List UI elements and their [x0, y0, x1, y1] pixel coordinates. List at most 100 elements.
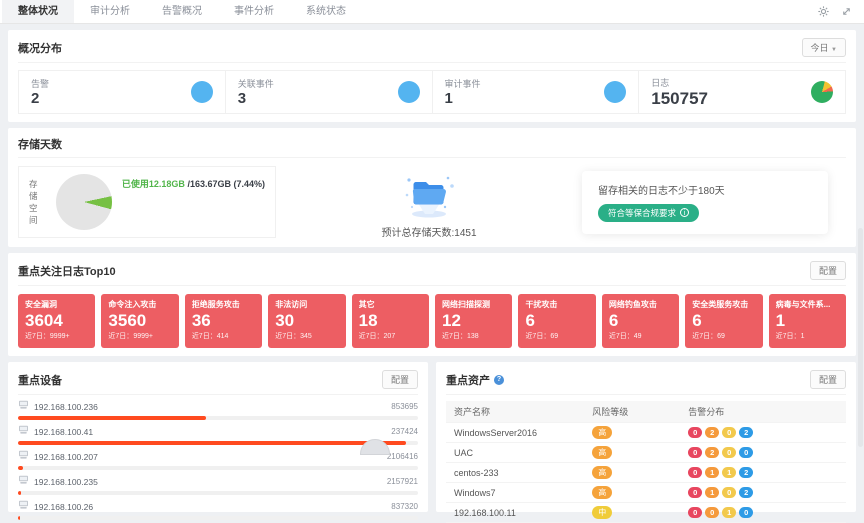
device-bar-track — [18, 441, 418, 445]
tab-overall-status[interactable]: 整体状况 — [2, 0, 74, 23]
asset-name: centos-233 — [454, 467, 499, 478]
device-row[interactable]: 192.168.100.26 837320 — [18, 495, 418, 520]
device-ip: 192.168.100.41 — [34, 426, 94, 437]
device-row[interactable]: 192.168.100.41 237424 — [18, 420, 418, 445]
stat-audit-events[interactable]: 审计事件 1 — [433, 71, 640, 113]
devices-config-button[interactable]: 配置 — [381, 370, 418, 389]
audit-circle-icon — [604, 81, 627, 103]
dist-high: 1 — [705, 467, 720, 478]
compliance-badge-button[interactable]: 符合等保合规要求 i — [598, 203, 700, 222]
log-card[interactable]: 非法访问 30 近7日：345 — [268, 294, 346, 348]
device-row[interactable]: 192.168.100.236 853695 — [18, 395, 418, 420]
period-dropdown[interactable]: 今日 ▼ — [801, 38, 846, 57]
log-card-name: 非法访问 — [275, 300, 308, 309]
top-logs-section: 重点关注日志Top10 配置 安全漏洞 3604 近7日：9999+ 命令注入攻… — [8, 253, 856, 356]
recent-value: 69 — [717, 333, 725, 341]
top-logs-config-button[interactable]: 配置 — [809, 261, 846, 280]
top-logs-title: 重点关注日志Top10 — [18, 265, 116, 278]
log-card[interactable]: 干扰攻击 6 近7日：69 — [518, 294, 596, 348]
log-card-name: 其它 — [358, 300, 375, 309]
computer-icon — [18, 475, 29, 488]
storage-usage-text: 已使用12.18GB /163.67GB (7.44%) — [122, 177, 265, 190]
log-card-name: 命令注入攻击 — [108, 300, 157, 309]
risk-badge: 高 — [592, 426, 613, 439]
stat-logs[interactable]: 日志 150757 — [639, 71, 845, 113]
asset-name: Windows7 — [454, 487, 496, 498]
log-card[interactable]: 其它 18 近7日：207 — [351, 294, 430, 348]
asset-name: 192.168.100.11 — [454, 507, 516, 518]
fullscreen-icon[interactable] — [841, 6, 852, 17]
log-card[interactable]: 命令注入攻击 3560 近7日：9999+ — [101, 294, 179, 348]
log-card-name: 安全类服务攻击 — [692, 300, 749, 309]
risk-badge: 高 — [592, 486, 613, 499]
dist-high: 0 — [705, 507, 720, 518]
dist-medium: 1 — [722, 507, 737, 518]
table-row[interactable]: UAC 高 0 2 0 0 — [446, 443, 846, 463]
device-count: 837320 — [391, 502, 418, 511]
page-scrollbar[interactable] — [858, 228, 863, 447]
tab-alert-overview[interactable]: 告警概况 — [162, 6, 202, 17]
storage-days-block: 预计总存储天数:1451 — [290, 165, 568, 239]
log-card[interactable]: 拒绝服务攻击 36 近7日：414 — [184, 294, 263, 348]
recent-value: 1 — [800, 333, 805, 341]
table-row[interactable]: 192.168.100.11 中 0 0 1 0 — [446, 503, 846, 523]
tab-event-analysis[interactable]: 事件分析 — [234, 6, 274, 17]
risk-badge: 高 — [592, 446, 613, 459]
table-row[interactable]: Windows7 高 0 1 0 2 — [446, 483, 846, 503]
log-card-value: 3560 — [108, 311, 147, 330]
assets-table: 资产名称 风险等级 告警分布 WindowsServer2016 高 0 2 0… — [446, 401, 846, 523]
col-risk-level: 风险等级 — [592, 407, 629, 417]
device-ip: 192.168.100.26 — [34, 501, 94, 512]
device-count: 2106416 — [386, 452, 418, 461]
recent-label: 近7日： — [692, 333, 718, 341]
dist-medium: 0 — [722, 427, 737, 438]
log-card-name: 拒绝服务攻击 — [191, 300, 240, 309]
col-alert-distribution: 告警分布 — [688, 407, 725, 417]
device-ip: 192.168.100.235 — [34, 476, 98, 487]
help-icon[interactable]: ? — [494, 374, 504, 385]
log-card-name: 安全漏洞 — [25, 300, 57, 309]
device-row[interactable]: 192.168.100.207 2106416 — [18, 445, 418, 470]
storage-section: 存储天数 存储空间 已使用12.18GB /163.67GB (7.44%) — [8, 128, 856, 247]
recent-value: 414 — [216, 333, 229, 341]
stat-correlated-value: 3 — [237, 89, 247, 107]
stat-logs-label: 日志 — [651, 77, 670, 88]
log-card[interactable]: 安全类服务攻击 6 近7日：69 — [685, 294, 763, 348]
retention-note-card: 留存相关的日志不少于180天 符合等保合规要求 i — [582, 170, 828, 234]
assets-config-button[interactable]: 配置 — [809, 370, 846, 389]
log-card-value: 6 — [608, 311, 619, 330]
key-assets-section: 重点资产 ? 配置 资产名称 风险等级 告警分布 WindowsServer20… — [436, 362, 856, 523]
log-card[interactable]: 网络钓鱼攻击 6 近7日：49 — [601, 294, 680, 348]
device-row[interactable]: 192.168.100.235 2157921 — [18, 470, 418, 495]
log-card-name: 网络扫描探测 — [442, 300, 491, 309]
logs-pie-icon — [811, 81, 833, 103]
dist-critical: 0 — [688, 427, 703, 438]
gear-icon[interactable] — [818, 6, 829, 17]
recent-label: 近7日： — [108, 333, 134, 341]
correlated-circle-icon — [397, 81, 420, 103]
device-ip: 192.168.100.207 — [34, 451, 98, 462]
recent-value: 9999+ — [49, 333, 70, 341]
folder-illustration-icon — [400, 173, 458, 222]
stat-correlated-events[interactable]: 关联事件 3 — [226, 71, 433, 113]
compliance-badge-label: 符合等保合规要求 — [608, 207, 677, 218]
overview-section: 概况分布 今日 ▼ 告警 2 关联事件 3 审计事件 1 日志 150757 — [8, 30, 856, 122]
dist-medium: 1 — [722, 467, 737, 478]
computer-icon — [18, 425, 29, 438]
tab-system-status[interactable]: 系统状态 — [306, 6, 346, 17]
dist-high: 2 — [705, 447, 720, 458]
log-card-value: 12 — [442, 311, 461, 330]
table-row[interactable]: WindowsServer2016 高 0 2 0 2 — [446, 423, 846, 443]
alerts-circle-icon — [190, 81, 213, 103]
table-row[interactable]: centos-233 高 0 1 1 2 — [446, 463, 846, 483]
log-card[interactable]: 病毒与文件系... 1 近7日：1 — [768, 294, 847, 348]
stat-alerts[interactable]: 告警 2 — [19, 71, 226, 113]
log-card[interactable]: 安全漏洞 3604 近7日：9999+ — [18, 294, 96, 348]
log-card[interactable]: 网络扫描探测 12 近7日：138 — [435, 294, 513, 348]
tab-audit-analysis[interactable]: 审计分析 — [90, 6, 130, 17]
device-bar-fill — [18, 441, 406, 445]
recent-value: 49 — [633, 333, 642, 341]
dist-medium: 0 — [722, 447, 737, 458]
computer-icon — [18, 500, 29, 513]
alert-distribution: 0 1 0 2 — [688, 487, 838, 498]
